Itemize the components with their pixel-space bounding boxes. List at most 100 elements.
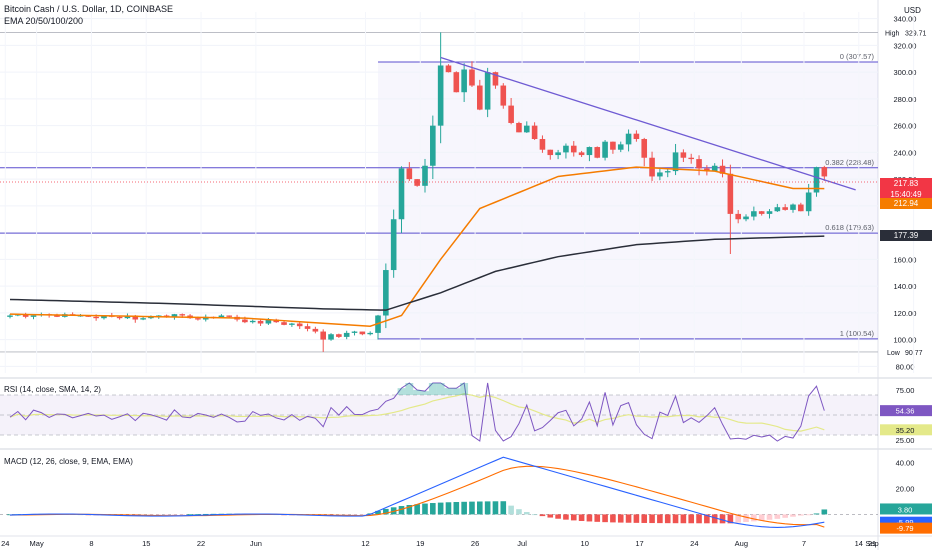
macd-histogram-bar bbox=[696, 514, 702, 524]
candle-body bbox=[226, 315, 233, 317]
x-tick-label: Aug bbox=[735, 539, 748, 548]
macd-histogram-bar bbox=[179, 514, 186, 516]
x-tick-label: 7 bbox=[802, 539, 806, 548]
candle-body bbox=[132, 315, 139, 320]
ema-line bbox=[9, 235, 825, 311]
rsi-overbought-fill bbox=[428, 383, 437, 395]
candle-body bbox=[484, 72, 491, 110]
rsi-ma-value: 35.20 bbox=[896, 426, 915, 435]
candle-body bbox=[437, 65, 444, 126]
macd-histogram-bar bbox=[586, 514, 593, 522]
indicator-label: EMA 20/50/100/200 bbox=[4, 16, 84, 26]
candle-body bbox=[304, 326, 311, 329]
candle-body bbox=[798, 204, 804, 212]
rsi-line bbox=[9, 382, 825, 442]
candle-body bbox=[610, 141, 616, 150]
macd-histogram-bar bbox=[688, 514, 695, 524]
macd-histogram-bar bbox=[531, 514, 538, 516]
macd-histogram-bar bbox=[453, 502, 460, 515]
y-tick-label: 120.00 bbox=[894, 309, 917, 318]
candle-body bbox=[516, 122, 522, 133]
macd-histogram-bar bbox=[171, 514, 178, 516]
candle-body bbox=[171, 314, 178, 317]
candle-body bbox=[101, 315, 107, 319]
ema200-badge: 177.39 bbox=[880, 230, 932, 241]
ema-line bbox=[9, 166, 825, 327]
candle-body bbox=[680, 152, 687, 158]
macd-histogram-bar bbox=[461, 501, 467, 515]
macd-histogram-bar bbox=[398, 506, 405, 515]
macd-line bbox=[9, 456, 825, 528]
x-tick-label: 24 bbox=[1, 539, 9, 548]
x-tick-label: 26 bbox=[471, 539, 479, 548]
macd-histogram-bar bbox=[719, 514, 726, 524]
candle-body bbox=[523, 125, 530, 133]
candle-body bbox=[406, 168, 413, 180]
macd-histogram-bar bbox=[680, 514, 687, 524]
macd-histogram-bar bbox=[469, 501, 475, 515]
y-tick-label: 300.00 bbox=[894, 68, 917, 77]
candle-body bbox=[265, 319, 272, 324]
macd-pane-label: MACD (12, 26, close, 9, EMA, EMA) bbox=[4, 457, 133, 466]
x-tick-label: 19 bbox=[416, 539, 424, 548]
macd-histogram-bar bbox=[359, 514, 366, 516]
high-value: 329.71 bbox=[905, 30, 927, 37]
candle-body bbox=[570, 145, 577, 153]
rsi-overbought-fill bbox=[452, 388, 461, 395]
candle-body bbox=[704, 168, 710, 172]
candle-body bbox=[594, 147, 601, 158]
ema200-value: 177.39 bbox=[893, 231, 919, 240]
macd-histogram-bar bbox=[641, 514, 648, 523]
candle-body bbox=[821, 167, 828, 177]
candle-body bbox=[383, 270, 389, 316]
macd-histogram-bar bbox=[594, 514, 601, 522]
candle-body bbox=[719, 165, 726, 174]
rsi-pane-label: RSI (14, close, SMA, 14, 2) bbox=[4, 385, 101, 394]
x-tick-label: 10 bbox=[581, 539, 589, 548]
x-tick-label: Sep bbox=[865, 539, 878, 548]
candle-body bbox=[711, 165, 718, 172]
fib-level-label: 0.618 (179.63) bbox=[825, 223, 874, 232]
candle-body bbox=[116, 316, 123, 319]
macd-histogram-bar bbox=[821, 509, 828, 515]
candle-body bbox=[688, 157, 695, 160]
candle-body bbox=[735, 213, 741, 220]
macd-histogram-bar bbox=[782, 514, 788, 518]
candle-body bbox=[148, 316, 154, 319]
macd-histogram-bar bbox=[523, 512, 530, 515]
candle-body bbox=[312, 328, 319, 332]
x-tick-label: 8 bbox=[89, 539, 93, 548]
x-tick-label: 24 bbox=[690, 539, 698, 548]
macd-histogram-bar bbox=[790, 514, 796, 517]
candle-body bbox=[54, 315, 60, 317]
candle-body bbox=[774, 207, 781, 212]
candle-body bbox=[453, 72, 460, 93]
bar-countdown: 15:40:49 bbox=[890, 190, 922, 199]
macd-histogram-bar bbox=[477, 501, 483, 515]
candle-body bbox=[242, 319, 248, 323]
macd-histogram-bar bbox=[414, 504, 420, 515]
fib-level-label: 0.382 (228.48) bbox=[825, 158, 874, 167]
candle-body bbox=[602, 141, 608, 158]
macd-histogram-bar bbox=[617, 514, 624, 523]
candle-body bbox=[445, 65, 452, 73]
candle-body bbox=[398, 168, 405, 220]
macd-histogram-bar bbox=[484, 501, 491, 515]
candle-body bbox=[140, 318, 146, 320]
macd-histogram-bar bbox=[430, 503, 436, 515]
macd-histogram-bar bbox=[649, 514, 655, 524]
macd-tick-label: 40.00 bbox=[896, 458, 915, 467]
candle-body bbox=[758, 211, 765, 214]
ema20-badge: 212.94 bbox=[880, 198, 932, 209]
fib-zone bbox=[378, 62, 878, 339]
candle-body bbox=[539, 139, 546, 150]
candle-body bbox=[195, 318, 201, 320]
candle-body bbox=[430, 125, 436, 166]
macd-histogram-bar bbox=[727, 514, 734, 524]
candle-body bbox=[93, 316, 99, 319]
x-tick-label: 15 bbox=[142, 539, 150, 548]
macd-histogram-bar bbox=[570, 514, 577, 521]
macd-histogram-bar bbox=[500, 501, 507, 515]
candle-body bbox=[328, 334, 334, 340]
